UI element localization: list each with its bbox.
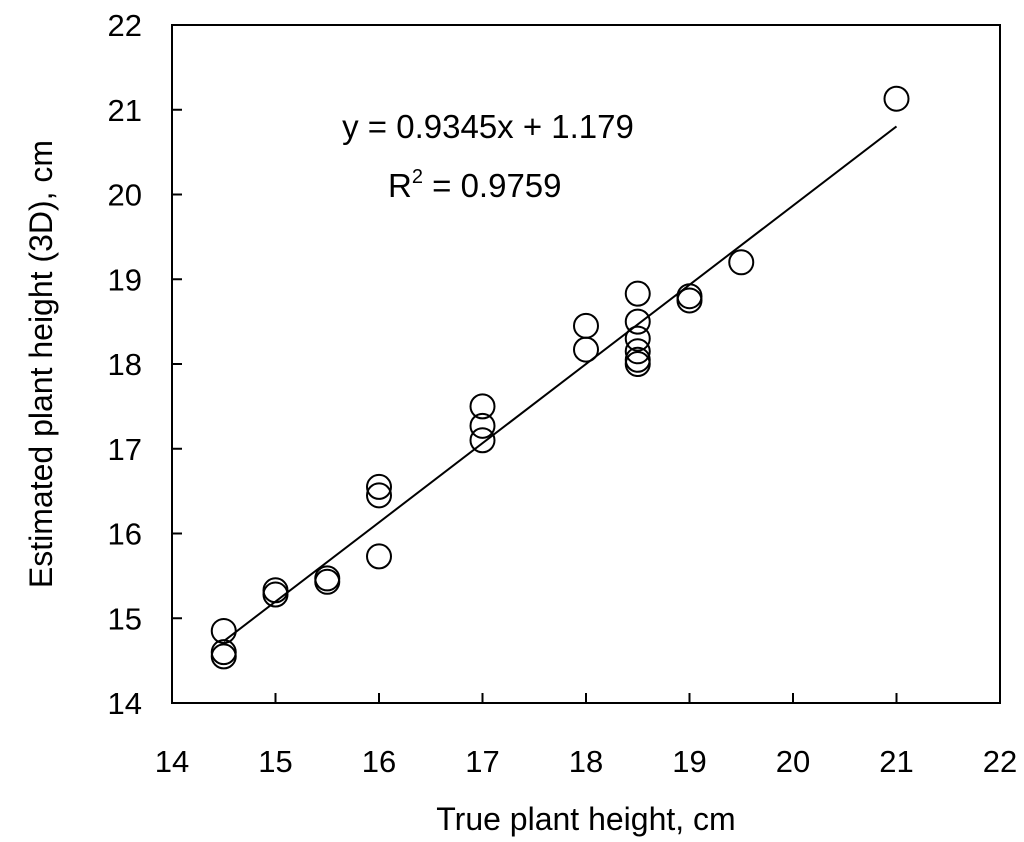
x-axis-ticks — [274, 693, 898, 703]
x-tick-label: 19 — [672, 744, 706, 779]
data-point — [366, 473, 392, 500]
y-axis-tick-labels: 14 15 16 17 18 19 20 21 22 — [108, 8, 142, 721]
data-point — [573, 336, 599, 363]
data-point — [624, 308, 651, 335]
data-point — [262, 581, 289, 608]
x-tick-label: 22 — [983, 744, 1017, 779]
r-squared-label: R2 = 0.9759 — [388, 166, 562, 204]
x-tick-label: 16 — [362, 744, 396, 779]
data-point — [366, 543, 392, 570]
r-squared-value: = 0.9759 — [423, 167, 562, 204]
data-point — [469, 412, 496, 439]
r-squared-base: R — [388, 167, 412, 204]
data-point — [676, 287, 703, 314]
data-point — [469, 427, 496, 454]
data-point — [624, 325, 651, 352]
y-tick-label: 22 — [108, 8, 142, 43]
y-tick-label: 18 — [108, 347, 142, 382]
x-axis-title: True plant height, cm — [436, 801, 735, 837]
data-point — [624, 351, 651, 377]
y-tick-label: 16 — [108, 517, 142, 552]
y-tick-label: 19 — [108, 262, 142, 297]
y-axis-ticks — [172, 108, 182, 620]
data-point — [314, 568, 341, 595]
x-tick-label: 21 — [879, 744, 913, 779]
data-point — [573, 312, 599, 339]
data-points — [210, 85, 910, 670]
y-axis-title: Estimated plant height (3D), cm — [23, 140, 59, 588]
data-point — [883, 85, 910, 112]
y-tick-label: 14 — [108, 686, 142, 721]
x-axis-tick-labels: 14 15 16 17 18 19 20 21 22 — [155, 744, 1017, 779]
regression-equation: y = 0.9345x + 1.179 — [342, 108, 634, 145]
x-tick-label: 20 — [776, 744, 810, 779]
x-tick-label: 14 — [155, 744, 189, 779]
data-point — [210, 617, 237, 644]
trend-line — [223, 125, 898, 642]
y-tick-label: 17 — [108, 432, 142, 467]
data-point — [728, 249, 755, 276]
data-point — [210, 643, 237, 670]
x-tick-label: 15 — [258, 744, 292, 779]
x-tick-label: 17 — [465, 744, 499, 779]
data-point — [469, 393, 496, 420]
y-tick-label: 21 — [108, 93, 142, 128]
data-point — [624, 338, 651, 365]
y-tick-label: 15 — [108, 601, 142, 636]
data-point — [624, 280, 651, 307]
r-squared-superscript: 2 — [412, 166, 423, 188]
x-tick-label: 18 — [569, 744, 603, 779]
data-point — [366, 482, 392, 509]
y-tick-label: 20 — [108, 178, 142, 213]
